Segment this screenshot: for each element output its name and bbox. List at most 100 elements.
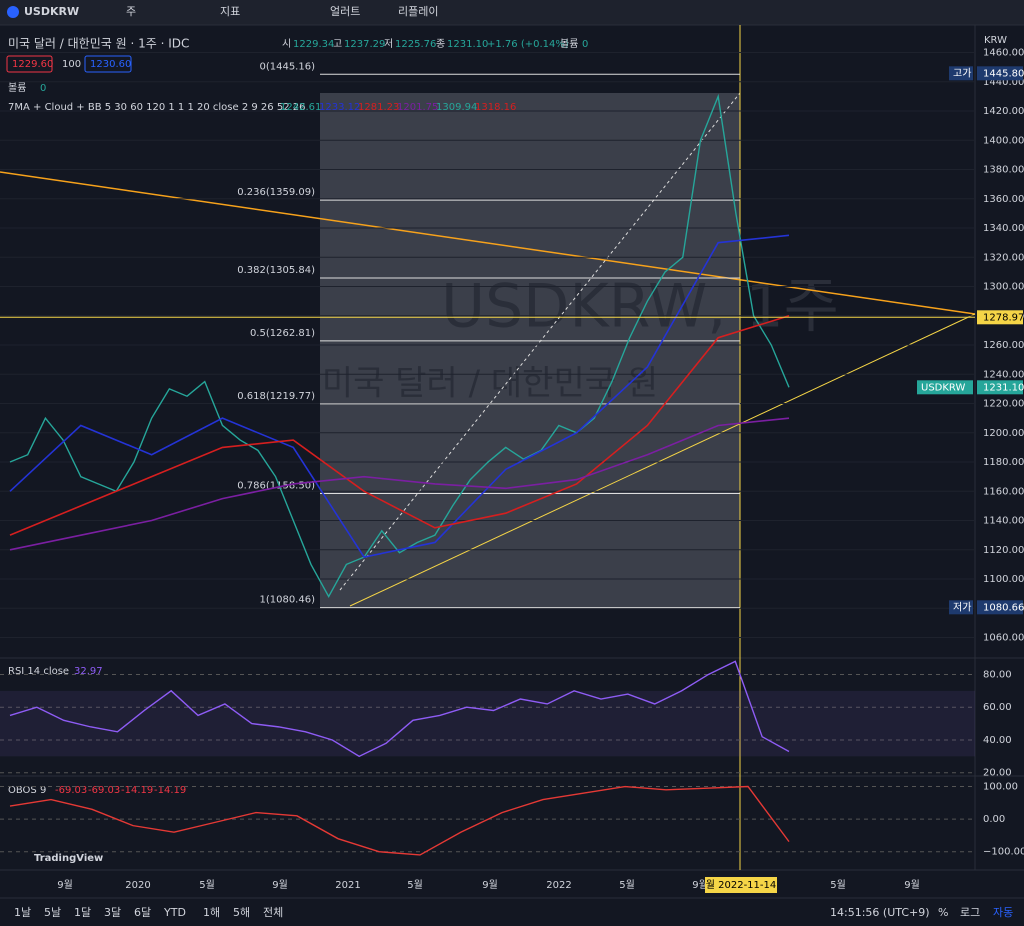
trend-line (0, 171, 976, 315)
bid-box[interactable] (6, 55, 53, 73)
price-badge (977, 600, 1023, 615)
ask-box[interactable] (84, 55, 132, 73)
y-tick-label: 1460.00 (983, 48, 1024, 59)
volume: 0 (582, 39, 588, 50)
replay[interactable]: 리플레이 (398, 5, 438, 18)
symbol-icon (7, 6, 19, 18)
interval[interactable]: 주 (126, 5, 136, 18)
title: 미국 달러 / 대한민국 원 · 1주 · IDC (8, 37, 189, 51)
indicators[interactable]: 지표 (220, 5, 240, 18)
x-tick-label: 9월 (482, 879, 498, 891)
volume-row-label: 볼륨 (8, 82, 26, 94)
close-label: 종 (436, 38, 445, 50)
badge-name: 저가 (953, 601, 971, 613)
crosshair-box (705, 877, 777, 893)
low-label: 저 (384, 38, 393, 50)
y-tick-label: 1060.00 (983, 633, 1024, 644)
currency[interactable]: KRW (984, 35, 1007, 46)
footer (0, 898, 1024, 926)
range-button[interactable]: 1날 (14, 906, 31, 919)
price-badge (977, 380, 1023, 395)
high: 1237.29 (344, 39, 385, 50)
y-tick-label: 1360.00 (983, 194, 1024, 205)
x-tick-label: 5월 (619, 879, 635, 891)
range-button[interactable]: 전체 (263, 906, 283, 919)
range-button[interactable]: YTD (163, 906, 186, 919)
open-label: 시 (282, 38, 291, 50)
x-tick-label: 2022 (546, 880, 571, 891)
x-tick-label: 9월 (692, 879, 708, 891)
ask[interactable]: 1230.60 (90, 59, 131, 70)
indicator-value: 1233.12 (319, 102, 360, 113)
indicator-name: 7MA + Cloud + BB 5 30 60 120 1 1 1 20 cl… (8, 102, 305, 113)
spread: 100 (62, 59, 81, 70)
range-button[interactable]: 1달 (74, 906, 91, 919)
fib-diagonal (339, 92, 741, 591)
fib-label: 0(1445.16) (259, 61, 315, 72)
y-tick-label: 1320.00 (983, 252, 1024, 263)
price-badge-label: 1278.97 (983, 312, 1024, 323)
brand: TradingView (34, 853, 103, 864)
low: 1225.76 (395, 39, 436, 50)
x-tick-label: 9월 (904, 879, 920, 891)
badge-name-box (917, 380, 973, 395)
indicator-value: 1281.23 (358, 102, 399, 113)
fib-label: 0.236(1359.09) (237, 187, 315, 198)
bid[interactable]: 1229.60 (12, 59, 53, 70)
x-tick-label: 5월 (830, 879, 846, 891)
range-button[interactable]: 3달 (104, 906, 121, 919)
x-tick-label: 9월 (57, 879, 73, 891)
badge-name: 고가 (953, 67, 971, 79)
y-tick-label: 1400.00 (983, 135, 1024, 146)
indicator-value: 1318.16 (475, 102, 516, 113)
range-button[interactable]: 5해 (233, 905, 250, 919)
change: +1.76 (+0.14%) (487, 39, 569, 50)
y-tick-label: 1300.00 (983, 282, 1024, 293)
y-tick-label: 20.00 (983, 768, 1012, 779)
percent[interactable]: % (938, 906, 948, 919)
close: 1231.10 (447, 39, 488, 50)
y-tick-label: 1440.00 (983, 77, 1024, 88)
indicator-value: 1309.94 (436, 102, 477, 113)
log[interactable]: 로그 (960, 906, 980, 919)
y-tick-label: 1100.00 (983, 574, 1024, 585)
time: 14:51:56 (UTC+9) (830, 906, 930, 919)
y-tick-label: 1140.00 (983, 516, 1024, 527)
indicator-value: 1201.75 (397, 102, 438, 113)
auto[interactable]: 자동 (993, 906, 1013, 919)
alert[interactable]: 얼러트 (330, 4, 360, 18)
high-label: 고 (333, 39, 342, 50)
obos-value: -69.03 (88, 785, 120, 796)
toolbar (0, 0, 1024, 25)
symbol[interactable]: USDKRW (24, 5, 79, 18)
y-tick-label: 1200.00 (983, 428, 1024, 439)
range-button[interactable]: 6달 (134, 906, 151, 919)
series-line (9, 93, 790, 599)
x-tick-label: 5월 (199, 879, 215, 891)
y-tick-label: 0.00 (983, 814, 1005, 825)
fib-label: 0.382(1305.84) (237, 265, 315, 276)
series-line (9, 234, 790, 558)
y-tick-label: 100.00 (983, 782, 1018, 793)
crosshair-label: 월 2022-11-14 (706, 879, 777, 891)
x-tick-label: 2020 (125, 880, 150, 891)
range-button[interactable]: 1해 (203, 905, 220, 919)
fib-label: 0.786(1158.50) (237, 480, 315, 491)
open: 1229.34 (293, 39, 334, 50)
price-badge-label: 1231.10 (983, 382, 1024, 393)
range-button[interactable]: 5날 (44, 906, 61, 919)
volume-label: 볼륨 (560, 38, 578, 50)
y-tick-label: 1160.00 (983, 486, 1024, 497)
fib-zone (320, 93, 740, 607)
price-badge (977, 310, 1023, 325)
price-badge-label: 1445.80 (983, 68, 1024, 79)
watermark-symbol: USDKRW, 1주 (441, 272, 839, 342)
fib-label: 1(1080.46) (259, 595, 315, 606)
price-badge-label: 1080.66 (983, 602, 1024, 613)
rsi-band (0, 690, 975, 757)
obos-title: OBOS 9 (8, 785, 46, 796)
x-tick-label: 9월 (272, 879, 288, 891)
y-tick-label: 1340.00 (983, 223, 1024, 234)
y-tick-label: 1420.00 (983, 106, 1024, 117)
